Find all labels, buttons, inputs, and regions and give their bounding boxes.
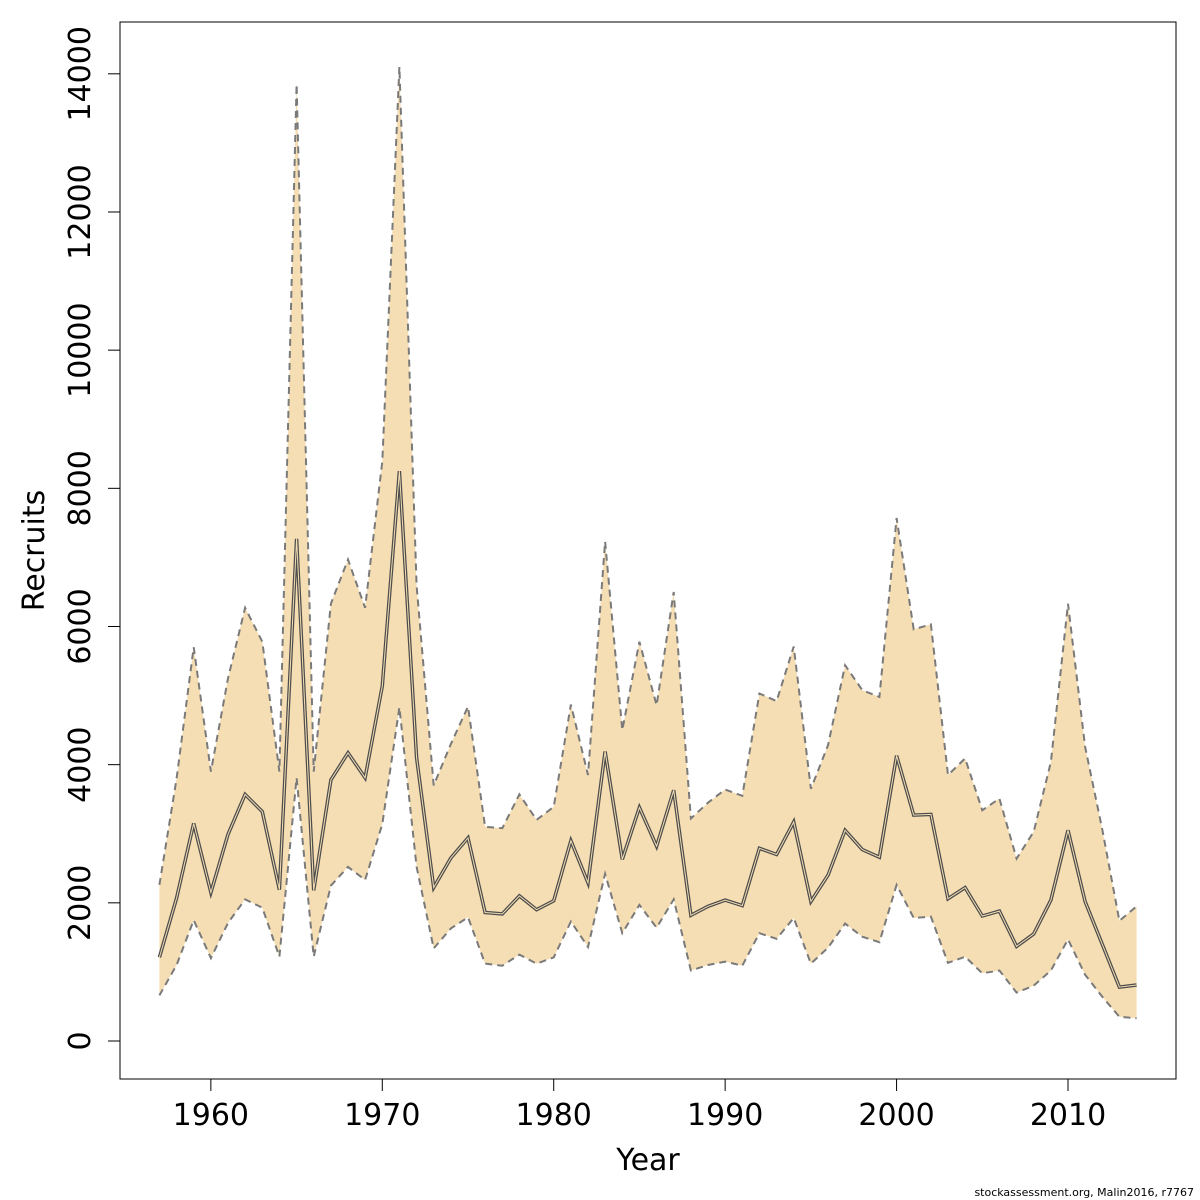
y-tick-label: 2000 <box>63 865 98 941</box>
lower-bound-line <box>158 707 1137 1020</box>
x-axis: 1960 1970 1980 1990 2000 2010 <box>173 1079 1106 1133</box>
x-tick-label: 1970 <box>344 1098 420 1133</box>
y-tick-label: 4000 <box>63 726 98 802</box>
plot-frame <box>119 21 1177 1080</box>
y-tick-label: 6000 <box>63 588 98 664</box>
upper-bound-line <box>158 66 1138 923</box>
y-tick-label: 0 <box>63 1031 98 1050</box>
x-tick-label: 1960 <box>173 1098 249 1133</box>
x-tick-label: 2010 <box>1030 1098 1106 1133</box>
x-tick-label: 1990 <box>687 1098 763 1133</box>
estimate-line-inner <box>158 471 1137 988</box>
credit-note: stockassessment.org, Malin2016, r7767 <box>974 1186 1194 1199</box>
x-tick-label: 2000 <box>858 1098 934 1133</box>
y-tick-label: 10000 <box>63 302 98 397</box>
estimate-line-layer <box>157 66 1138 1020</box>
x-axis-title: Year <box>615 1143 680 1178</box>
x-tick-label: 1980 <box>516 1098 592 1133</box>
y-tick-label: 8000 <box>63 450 98 526</box>
y-axis: 0 2000 4000 6000 8000 10000 12000 14000 <box>63 26 120 1051</box>
y-tick-label: 14000 <box>63 26 98 121</box>
y-axis-title: Recruits <box>17 490 52 612</box>
y-tick-label: 12000 <box>63 164 98 259</box>
